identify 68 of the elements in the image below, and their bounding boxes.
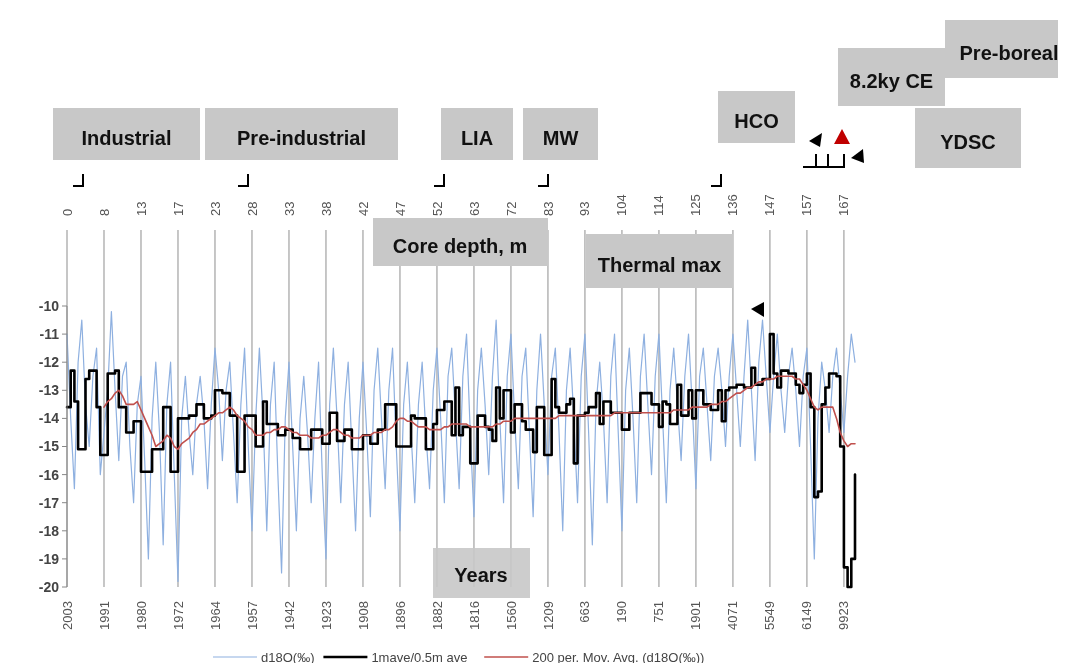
- text: LIA: [460, 127, 494, 149]
- x-tick-label: 5549: [762, 601, 778, 630]
- text: 17: [170, 201, 186, 216]
- y-tick-label: -10: [38, 297, 60, 314]
- text: 52: [429, 201, 445, 216]
- x-tick-label: 751: [651, 601, 667, 623]
- x-tick-label: 1972: [170, 601, 186, 630]
- text: 28: [244, 201, 260, 216]
- text: 136: [725, 194, 741, 216]
- text: HCO: [734, 110, 779, 132]
- x-tick-label: 1964: [207, 601, 223, 630]
- x-tick-label: 4071: [725, 601, 741, 630]
- text: Thermal max: [597, 254, 722, 276]
- text: 13: [133, 201, 149, 216]
- line-series: [103, 375, 856, 451]
- text: 33: [281, 201, 297, 216]
- x-axis-title: Years: [454, 564, 508, 586]
- text: 72: [503, 201, 519, 216]
- x-tick-label: 1923: [318, 601, 334, 630]
- legend-label: 1mave/0.5m ave: [371, 649, 468, 665]
- y-tick-label: -19: [38, 550, 60, 567]
- x-tick-label: 1896: [392, 601, 408, 630]
- x-tick-label: 9923: [836, 601, 852, 630]
- text: Pre-boreal: [959, 42, 1059, 64]
- x-tick-label: 1980: [133, 601, 149, 630]
- y-tick-label: -12: [38, 354, 60, 371]
- y-tick-label: -14: [38, 410, 60, 427]
- text: Industrial: [81, 127, 172, 149]
- text: 8: [96, 208, 112, 216]
- x-tick-label: 1209: [540, 601, 556, 630]
- x-tick-label: 663: [577, 601, 593, 623]
- text: 0: [59, 208, 75, 216]
- y-tick-label: -15: [38, 438, 60, 455]
- text: 104: [614, 194, 630, 216]
- text: YDSC: [940, 131, 996, 153]
- text: 167: [836, 194, 852, 216]
- y-tick-label: -16: [38, 466, 60, 483]
- x2-axis-title: Core depth, m: [392, 235, 528, 257]
- text: 47: [392, 201, 408, 216]
- y-tick-label: -20: [38, 578, 60, 595]
- text: 93: [577, 201, 593, 216]
- text: 23: [207, 201, 223, 216]
- text: Pre-industrial: [237, 127, 366, 149]
- text: 42: [355, 201, 371, 216]
- text: 147: [762, 194, 778, 216]
- text: 114: [651, 195, 667, 216]
- text: 157: [799, 194, 815, 216]
- x-tick-label: 190: [614, 601, 630, 623]
- y-tick-label: -17: [38, 494, 60, 511]
- text: 63: [466, 201, 482, 216]
- x-tick-label: 1991: [96, 601, 112, 630]
- x-tick-label: 1560: [503, 601, 519, 630]
- x-tick-label: 1957: [244, 601, 260, 630]
- y-tick-label: -13: [38, 382, 60, 399]
- y-tick-label: -18: [38, 522, 60, 539]
- x-tick-label: 1901: [688, 601, 704, 630]
- x-tick-label: 1816: [466, 601, 482, 630]
- x-tick-label: 2003: [59, 601, 75, 630]
- text: 8.2ky CE: [849, 70, 934, 92]
- text: 125: [688, 194, 704, 216]
- x-tick-label: 6149: [799, 601, 815, 630]
- text: 38: [318, 201, 334, 216]
- x-tick-label: 1942: [281, 601, 297, 630]
- x-tick-label: 1908: [355, 601, 371, 630]
- y-tick-label: -11: [39, 326, 60, 342]
- x-tick-label: 1882: [429, 601, 445, 630]
- text: 83: [540, 201, 556, 216]
- text: MW: [542, 127, 579, 149]
